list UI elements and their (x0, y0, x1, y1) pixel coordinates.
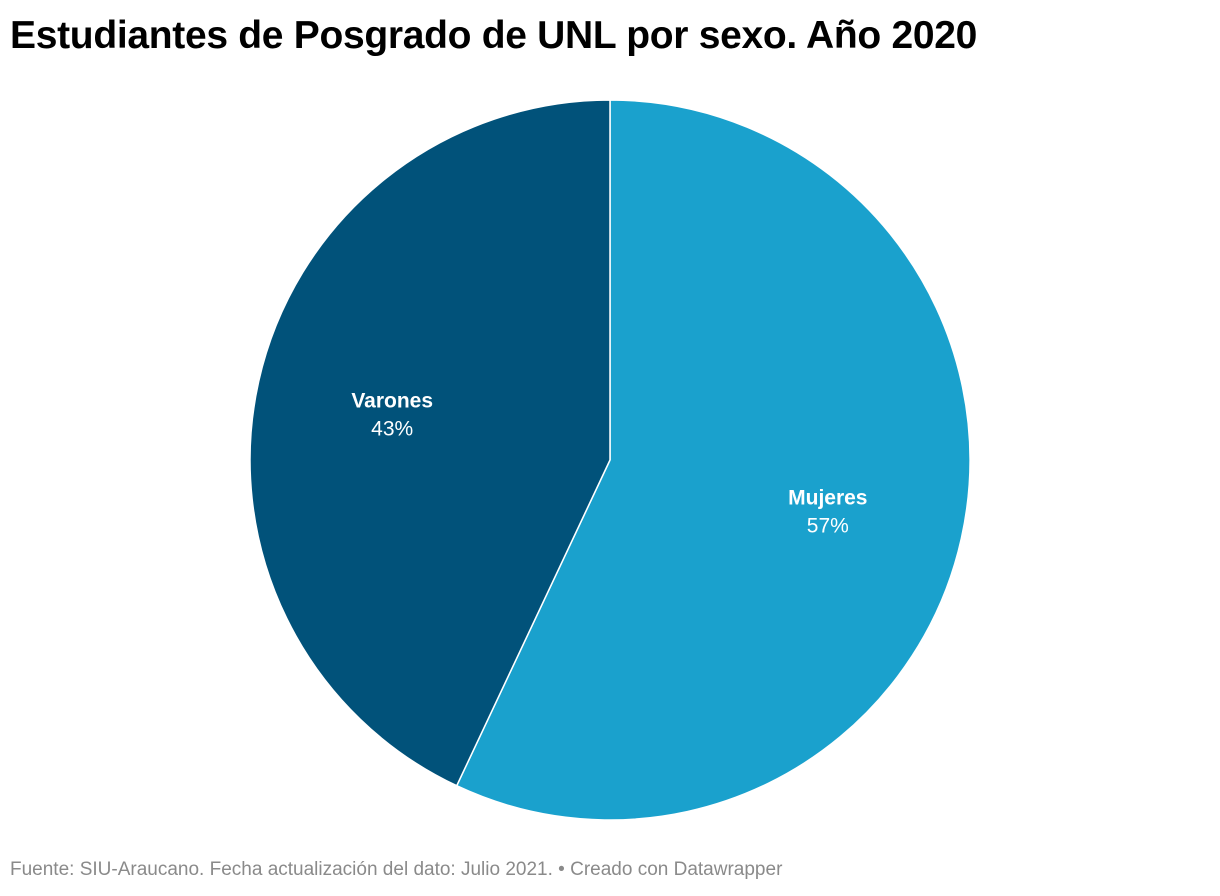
slice-label-mujeres: Mujeres (788, 487, 867, 510)
pie-slice-varones (249, 99, 611, 787)
separator: • (558, 859, 565, 880)
slice-value-mujeres: 57% (807, 515, 849, 538)
pie-chart: Mujeres 57% Varones 43% (249, 99, 971, 821)
pie-slices (249, 99, 971, 821)
source-note: Fuente: SIU-Araucano. Fecha actualizació… (10, 859, 553, 880)
chart-title: Estudiantes de Posgrado de UNL por sexo.… (10, 14, 978, 57)
credit-note: Creado con Datawrapper (570, 859, 783, 880)
pie-slice-mujeres (455, 99, 971, 821)
footer: Fuente: SIU-Araucano. Fecha actualizació… (10, 859, 782, 881)
pie-labels: Mujeres 57% Varones 43% (351, 389, 867, 537)
slice-label-varones: Varones (351, 389, 433, 412)
slice-value-varones: 43% (371, 417, 413, 440)
